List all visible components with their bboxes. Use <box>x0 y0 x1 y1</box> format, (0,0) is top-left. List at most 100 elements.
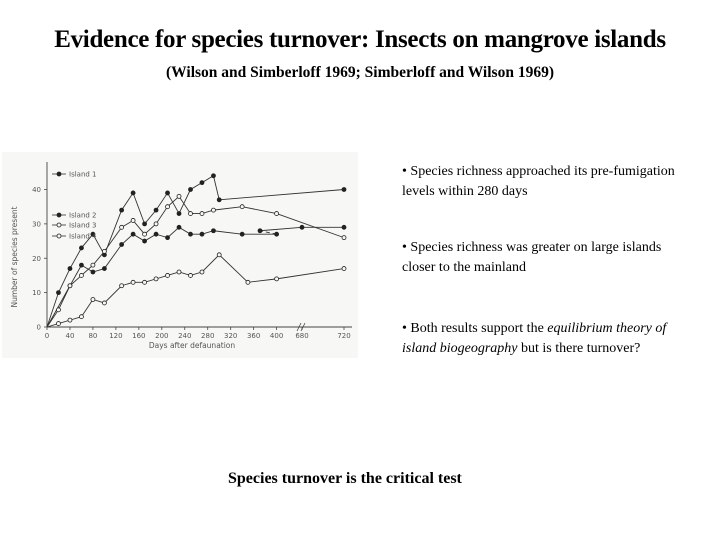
bullet-island-size-distance: • Species richness was greater on large … <box>402 238 692 278</box>
chart-point-series-1 <box>341 187 347 192</box>
chart-point-series-1 <box>165 190 170 196</box>
chart-point-series-2 <box>341 224 347 230</box>
chart-x-tick-label: 280 <box>201 332 214 340</box>
chart-legend-marker <box>56 222 62 228</box>
chart-x-tick-label: 240 <box>178 332 191 340</box>
chart-point-series-3 <box>341 235 347 241</box>
chart-point-series-1 <box>176 211 182 216</box>
chart-point-series-1 <box>199 180 205 186</box>
chart-y-tick-label: 10 <box>32 289 41 297</box>
chart-point-series-3 <box>56 307 61 313</box>
chart-point-series-4 <box>56 321 61 326</box>
chart-y-tick-label: 20 <box>32 255 41 263</box>
chart-point-series-4 <box>119 283 125 289</box>
chart-y-tick-label: 0 <box>37 324 41 332</box>
chart-paper <box>2 152 358 358</box>
chart-figure: Island 1 Island 2 Island 3 Island 4 0 10 20 30… <box>2 152 358 358</box>
chart-series-1-line <box>46 175 220 328</box>
chart-point-series-2 <box>79 262 84 268</box>
chart-point-series-3 <box>90 262 96 268</box>
chart-x-tick-label: 720 <box>337 332 350 340</box>
chart-x-tick-label: 360 <box>247 332 260 340</box>
chart-series-2-line <box>259 230 277 235</box>
chart-x-tick-label: 200 <box>155 332 168 340</box>
conclusion-text: Species turnover is the critical test <box>228 470 462 487</box>
bullet-equilibrium-theory: • Both results support the equilibrium t… <box>402 319 692 359</box>
bullet-3-text-end: but is there turnover? <box>517 341 641 356</box>
chart-point-series-4 <box>153 276 159 282</box>
chart-point-series-3 <box>211 207 216 213</box>
chart-point-series-4 <box>67 317 73 323</box>
bullet-1-text: • Species richness approached its pre-fu… <box>402 164 675 199</box>
chart-point-series-3 <box>142 231 147 237</box>
chart-x-tick-label: 40 <box>65 332 74 340</box>
chart-point-series-2 <box>130 231 136 237</box>
chart-series-1-line <box>219 189 345 201</box>
chart-point-series-1 <box>67 266 73 271</box>
chart-point-series-3 <box>130 218 136 223</box>
chart-point-series-2 <box>153 231 159 237</box>
bullet-3-text: • Both results support the <box>402 321 548 336</box>
chart-point-series-2 <box>211 228 216 234</box>
chart-legend-label: Island 3 <box>69 222 97 230</box>
chart-point-series-4 <box>130 279 136 285</box>
chart-y-tick-label: 40 <box>32 186 41 194</box>
chart-point-series-2 <box>90 269 96 275</box>
chart-x-tick-label: 80 <box>88 332 97 340</box>
chart-series-4-line <box>276 268 345 280</box>
chart-point-series-1 <box>188 187 193 192</box>
chart-point-series-3 <box>102 248 107 254</box>
chart-point-series-1 <box>153 207 159 213</box>
chart-y-axis-label: Number of species present <box>10 206 19 307</box>
chart-legend-label: Island 1 <box>69 171 97 179</box>
chart-point-series-4 <box>188 273 193 278</box>
chart-x-axis-label: Days after defaunation <box>149 341 236 350</box>
chart-point-series-2 <box>165 235 170 241</box>
chart-point-series-1 <box>216 197 222 203</box>
chart-x-tick-label: 120 <box>109 332 122 340</box>
bullet-3-emphasis: equilibrium theory of island biogeograph… <box>402 321 667 356</box>
chart-x-tick-label: 680 <box>295 332 308 340</box>
chart-point-series-3 <box>67 283 73 289</box>
chart-point-series-1 <box>56 290 61 296</box>
chart-point-series-2 <box>119 242 125 247</box>
chart-point-series-3 <box>79 273 84 278</box>
slide-subtitle: (Wilson and Simberloff 1969; Simberloff … <box>166 64 554 81</box>
chart-point-series-4 <box>216 252 222 258</box>
chart-point-series-1 <box>211 173 216 179</box>
chart-point-series-2 <box>102 266 107 271</box>
chart-series-3-line <box>276 213 345 239</box>
chart-svg: Island 1 Island 2 Island 3 Island 4 0 10 20 30… <box>2 152 358 358</box>
chart-point-series-4 <box>102 300 107 306</box>
chart-point-series-2 <box>188 231 193 237</box>
chart-point-series-4 <box>176 269 182 275</box>
chart-legend-label: Island 4 <box>69 233 97 241</box>
chart-point-series-1 <box>119 207 125 213</box>
chart-point-series-3 <box>274 211 280 216</box>
chart-point-series-3 <box>176 193 182 199</box>
chart-point-series-2 <box>299 224 305 230</box>
chart-point-series-2 <box>257 228 263 234</box>
chart-x-tick-label: 400 <box>270 332 283 340</box>
chart-point-series-1 <box>130 190 136 196</box>
chart-point-series-3 <box>239 204 245 210</box>
slide-title: Evidence for species turnover: Insects o… <box>54 26 666 53</box>
chart-point-series-4 <box>245 279 251 285</box>
chart-point-series-3 <box>165 204 170 210</box>
chart-point-series-4 <box>274 276 280 282</box>
chart-point-series-1 <box>79 245 84 251</box>
chart-point-series-2 <box>176 224 182 230</box>
chart-legend-marker <box>56 233 62 239</box>
chart-legend-label: Island 2 <box>69 212 97 220</box>
chart-point-series-4 <box>341 266 347 271</box>
chart-point-series-1 <box>142 221 147 227</box>
chart-x-tick-label: 320 <box>224 332 237 340</box>
bullet-richness-recovery: • Species richness approached its pre-fu… <box>402 162 692 202</box>
chart-point-series-2 <box>239 231 245 237</box>
chart-point-series-2 <box>274 231 280 237</box>
chart-point-series-1 <box>90 231 96 237</box>
chart-series-2-line <box>46 226 277 328</box>
chart-x-tick-label: 0 <box>45 332 49 340</box>
chart-legend-marker <box>56 212 62 218</box>
chart-point-series-2 <box>142 238 147 244</box>
